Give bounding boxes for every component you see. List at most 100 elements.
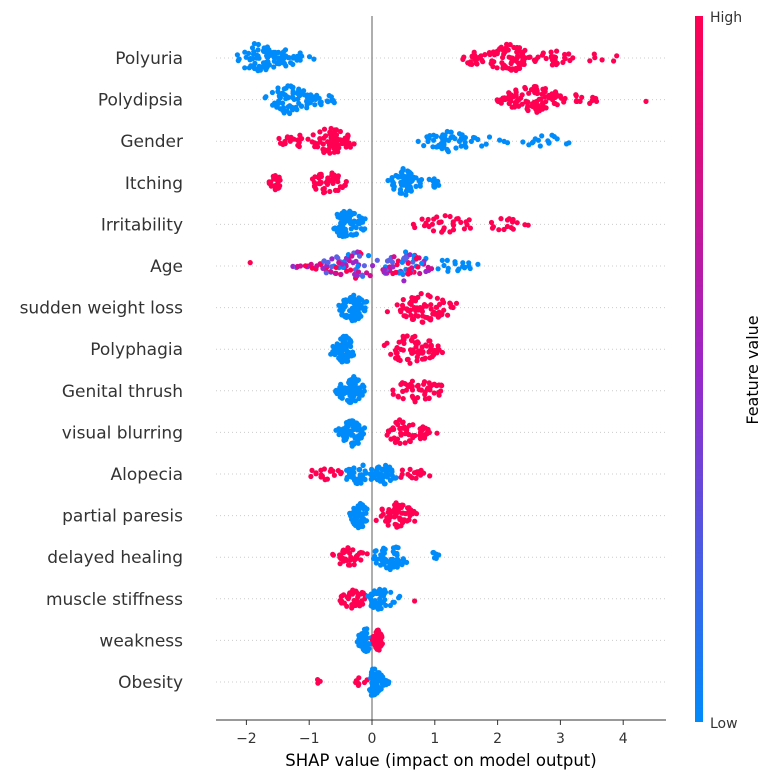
- shap-point: [351, 562, 357, 568]
- shap-point: [387, 563, 393, 569]
- shap-point: [336, 350, 342, 356]
- shap-point: [344, 476, 350, 482]
- shap-point: [439, 257, 445, 263]
- shap-point: [441, 141, 447, 147]
- shap-point: [546, 140, 552, 146]
- shap-point: [294, 57, 300, 63]
- shap-point: [515, 53, 521, 59]
- x-tick-label: −2: [236, 731, 257, 747]
- shap-point: [535, 54, 541, 60]
- shap-point: [456, 266, 462, 272]
- x-tick-label: −1: [299, 731, 320, 747]
- shap-point: [409, 295, 415, 301]
- shap-point: [551, 60, 557, 66]
- shap-point: [374, 556, 380, 563]
- shap-point: [330, 172, 336, 178]
- shap-point: [450, 222, 457, 228]
- shap-point: [431, 216, 437, 222]
- shap-point: [350, 466, 356, 472]
- shap-point: [471, 49, 477, 55]
- shap-point: [368, 692, 374, 698]
- shap-point: [335, 173, 341, 179]
- shap-point: [413, 344, 419, 350]
- shap-point: [331, 472, 337, 478]
- shap-point: [531, 84, 537, 90]
- shap-point: [255, 53, 261, 59]
- shap-point: [309, 176, 316, 182]
- shap-point: [400, 388, 406, 394]
- shap-point: [393, 500, 399, 506]
- shap-point: [352, 557, 358, 563]
- shap-point: [335, 136, 341, 142]
- shap-point: [271, 64, 277, 70]
- shap-point: [357, 253, 363, 259]
- shap-point: [349, 510, 355, 516]
- shap-point: [376, 631, 382, 637]
- shap-point: [516, 103, 522, 109]
- shap-point: [318, 467, 324, 473]
- shap-point: [336, 260, 342, 266]
- shap-point: [343, 312, 349, 318]
- shap-point: [566, 140, 572, 146]
- shap-point: [353, 678, 359, 684]
- shap-point: [358, 480, 364, 486]
- shap-point: [508, 60, 514, 67]
- shap-point: [591, 51, 597, 57]
- shap-point: [483, 141, 489, 147]
- shap-point: [305, 136, 311, 142]
- shap-point: [521, 58, 527, 64]
- shap-point: [317, 179, 323, 185]
- shap-point: [341, 220, 347, 226]
- shap-point: [398, 474, 404, 480]
- shap-point: [409, 387, 416, 393]
- shap-point: [351, 304, 357, 311]
- shap-point: [249, 45, 256, 51]
- shap-point: [265, 54, 271, 60]
- shap-point: [537, 143, 543, 149]
- shap-point: [441, 225, 447, 231]
- shap-point: [380, 593, 387, 599]
- shap-point: [454, 216, 460, 222]
- shap-point: [321, 258, 327, 264]
- shap-point: [423, 268, 429, 275]
- shap-point: [418, 291, 424, 297]
- shap-point: [428, 344, 434, 350]
- shap-point: [353, 225, 359, 231]
- shap-point: [462, 264, 468, 270]
- beeswarm-points: [234, 41, 649, 698]
- shap-point: [398, 346, 404, 352]
- shap-point: [400, 510, 406, 516]
- shap-point: [408, 312, 414, 318]
- shap-point: [549, 91, 555, 97]
- shap-point: [264, 64, 270, 71]
- shap-point: [344, 603, 350, 609]
- shap-point: [349, 253, 355, 259]
- shap-point: [351, 141, 357, 147]
- shap-point: [466, 217, 472, 223]
- colorbar-title: Feature value: [743, 315, 762, 424]
- shap-point: [364, 299, 370, 305]
- shap-point: [359, 272, 365, 278]
- shap-point: [296, 143, 302, 150]
- shap-point: [444, 128, 450, 135]
- shap-point: [407, 252, 413, 258]
- shap-point: [338, 555, 344, 562]
- shap-point: [359, 428, 365, 434]
- shap-point: [452, 259, 458, 265]
- shap-point: [400, 168, 406, 174]
- shap-point: [445, 147, 451, 153]
- shap-point: [518, 95, 524, 101]
- shap-point: [573, 93, 579, 99]
- shap-point: [579, 94, 585, 100]
- shap-point: [441, 307, 447, 313]
- shap-point: [363, 647, 369, 653]
- shap-point: [405, 260, 411, 266]
- shap-point: [379, 507, 385, 513]
- shap-point: [255, 41, 261, 48]
- shap-point: [325, 139, 331, 145]
- shap-point: [435, 266, 441, 272]
- shap-point: [350, 603, 356, 609]
- shap-point: [318, 102, 324, 108]
- shap-point: [321, 126, 328, 132]
